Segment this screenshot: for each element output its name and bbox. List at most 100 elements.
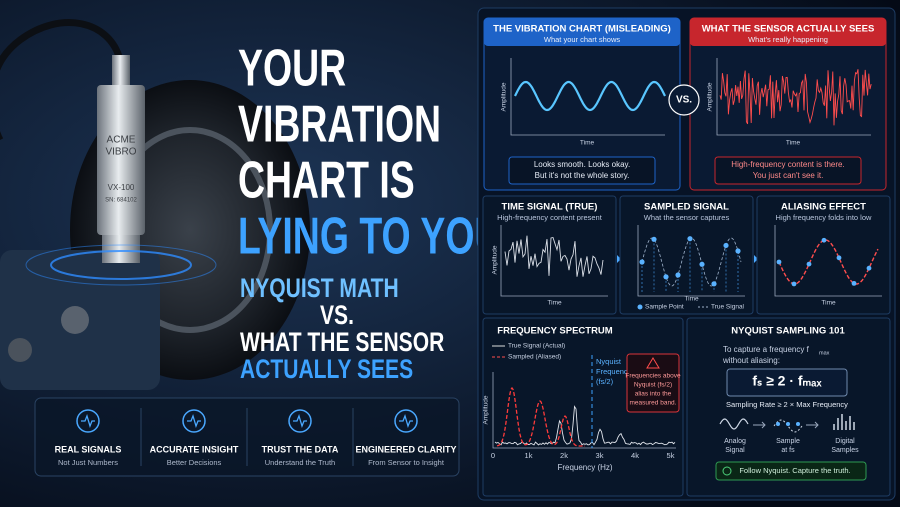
nyquist-label: Nyquist xyxy=(596,357,622,366)
sample-point xyxy=(639,259,645,265)
comparison-header xyxy=(690,18,886,46)
sample-point xyxy=(651,236,657,242)
subhead-line: VS. xyxy=(320,301,354,331)
x-tick-label: 1k xyxy=(525,451,533,460)
subhead-line: NYQUIST MATH xyxy=(240,274,399,304)
true-signal xyxy=(641,237,742,287)
caption: High-frequency content is there. xyxy=(731,160,844,169)
aliased-signal xyxy=(778,239,879,285)
headline-line: YOUR xyxy=(238,39,346,98)
panel-title: ALIASING EFFECT xyxy=(781,202,866,213)
aliased-spectrum xyxy=(496,386,585,447)
formula-note: Sampling Rate ≥ 2 × Max Frequency xyxy=(726,400,848,409)
sample-point xyxy=(663,274,669,280)
nyquist-label: Frequency xyxy=(596,367,632,376)
bolt xyxy=(61,306,89,334)
axis-label: Amplitude xyxy=(492,245,499,274)
panel-title: THE VIBRATION CHART (MISLEADING) xyxy=(493,24,671,35)
bolt xyxy=(8,338,32,362)
feature-subtitle: From Sensor to Insight xyxy=(368,458,445,467)
legend-label: True Signal xyxy=(711,304,745,311)
feature-icon-glyph xyxy=(81,414,95,428)
sample-point xyxy=(711,281,717,287)
step-panel xyxy=(619,195,754,315)
panel-subtitle: What the sensor captures xyxy=(644,213,730,222)
panel-title: NYQUIST SAMPLING 101 xyxy=(731,326,845,337)
sensor-body xyxy=(97,85,145,235)
vs-badge xyxy=(668,84,700,116)
feature-title: REAL SIGNALS xyxy=(55,444,122,454)
feature-icon-glyph xyxy=(187,414,201,428)
true-signal xyxy=(504,235,604,277)
feature-icon-glyph xyxy=(293,414,307,428)
axis-label: Time xyxy=(786,140,801,147)
sample-point xyxy=(791,281,797,287)
sample-icon-dot xyxy=(776,422,780,426)
panel-subtitle: High-frequency content present xyxy=(497,213,603,222)
headline-line: VIBRATION xyxy=(238,95,441,154)
panel-title: WHAT THE SENSOR ACTUALLY SEES xyxy=(702,24,875,35)
noisy-wave xyxy=(719,69,872,126)
feature-icon xyxy=(288,409,312,433)
axis-label: Amplitude xyxy=(483,395,490,424)
sample-point xyxy=(806,261,812,267)
sample-point xyxy=(699,261,705,267)
nyquist-label: (fs/2) xyxy=(596,377,614,386)
axis-label: Amplitude xyxy=(501,82,508,111)
flow-arrow xyxy=(753,421,766,429)
caption: You just can't see it. xyxy=(753,171,824,180)
feature-icon-glyph xyxy=(399,414,413,428)
intro-text: To capture a frequency f xyxy=(723,345,810,354)
axes xyxy=(500,225,608,297)
nyquist-panel xyxy=(686,317,891,497)
footer-box xyxy=(715,461,867,481)
formula: fₛ ≥ 2 · fₘₐₓ xyxy=(752,373,822,389)
check-icon xyxy=(722,466,732,476)
sample-icon-dot xyxy=(796,422,800,426)
feature-title: TRUST THE DATA xyxy=(262,444,339,454)
sample-point xyxy=(687,236,693,242)
sample-point xyxy=(851,280,857,286)
axis-label: Time xyxy=(821,300,836,307)
sensor-brand: VIBRO xyxy=(105,147,136,158)
panel-subtitle: What your chart shows xyxy=(544,35,621,44)
feature-subtitle: Not Just Numbers xyxy=(58,458,118,467)
caption: But it's not the whole story. xyxy=(535,171,630,180)
sample-point xyxy=(821,237,827,243)
flow-arrow xyxy=(806,421,819,429)
legend-marker xyxy=(637,304,643,310)
axis-label: Time xyxy=(580,140,595,147)
feature-icon xyxy=(76,409,100,433)
panel-title: TIME SIGNAL (TRUE) xyxy=(502,202,598,213)
subhead-line: ACTUALLY SEES xyxy=(240,355,413,385)
warning-text: measured band. xyxy=(630,400,677,407)
legend-label: Sample Point xyxy=(645,304,684,311)
axes xyxy=(510,58,665,136)
axes xyxy=(637,225,745,297)
step-arrow xyxy=(754,255,758,263)
headline-line: LYING TO YOU: xyxy=(238,207,514,266)
axes xyxy=(774,225,882,297)
step-arrow xyxy=(617,255,621,263)
formula-box xyxy=(726,368,848,397)
axis-label: Time xyxy=(547,300,562,307)
x-tick-label: 4k xyxy=(631,451,639,460)
x-tick-label: 5k xyxy=(667,451,675,460)
legend-label: Sampled (Aliased) xyxy=(508,354,561,361)
icon-label: Digital xyxy=(835,438,855,445)
axes xyxy=(716,58,871,136)
sensor-connector xyxy=(112,55,130,85)
sensor-glow xyxy=(25,244,217,286)
warning-text: Nyquist (fs/2) xyxy=(634,382,672,389)
step-panel xyxy=(482,195,617,315)
axis-label: Amplitude xyxy=(707,82,714,111)
feature-subtitle: Better Decisions xyxy=(167,458,222,467)
sample-point xyxy=(735,248,741,254)
axis-label: Time xyxy=(684,296,699,303)
footer-text: Follow Nyquist. Capture the truth. xyxy=(739,466,850,475)
sample-point xyxy=(836,255,842,261)
sensor-serial: SN: 684102 xyxy=(105,198,137,204)
warning-text: Frequencies above xyxy=(625,373,681,380)
